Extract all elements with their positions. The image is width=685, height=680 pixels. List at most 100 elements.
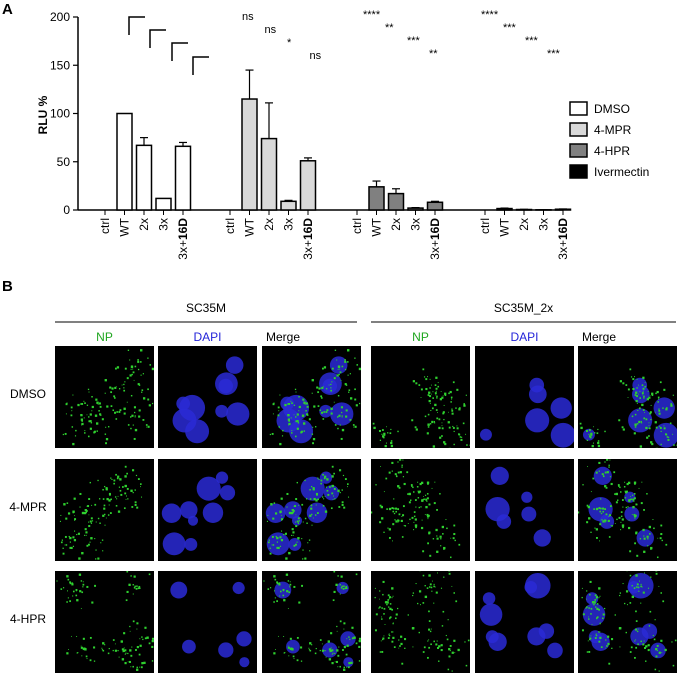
np-signal bbox=[401, 516, 403, 517]
np-signal bbox=[660, 533, 663, 536]
np-signal bbox=[271, 562, 273, 564]
np-signal bbox=[352, 424, 355, 426]
np-signal bbox=[76, 599, 79, 602]
np-signal bbox=[624, 602, 626, 605]
np-signal bbox=[636, 554, 639, 557]
np-signal bbox=[454, 539, 456, 542]
np-signal bbox=[93, 431, 96, 434]
np-signal bbox=[395, 510, 398, 513]
np-signal bbox=[91, 410, 93, 412]
np-signal bbox=[104, 379, 107, 382]
np-signal bbox=[424, 514, 426, 516]
np-signal bbox=[312, 437, 316, 441]
np-signal bbox=[595, 596, 599, 599]
np-signal bbox=[624, 497, 627, 499]
np-signal bbox=[129, 649, 132, 652]
np-signal bbox=[635, 503, 638, 506]
np-signal bbox=[362, 673, 364, 675]
np-signal bbox=[331, 653, 333, 655]
np-signal bbox=[95, 521, 97, 523]
x-tick-label: ctrl bbox=[223, 218, 237, 234]
np-signal bbox=[380, 640, 382, 642]
np-signal bbox=[70, 546, 73, 550]
nucleus bbox=[653, 397, 675, 419]
np-signal bbox=[279, 595, 281, 597]
np-signal bbox=[292, 511, 294, 514]
np-signal bbox=[644, 382, 646, 384]
np-signal bbox=[397, 508, 400, 511]
np-signal bbox=[408, 501, 411, 504]
np-signal bbox=[665, 407, 668, 409]
np-signal bbox=[82, 637, 85, 640]
np-signal bbox=[434, 392, 437, 395]
nucleus bbox=[218, 642, 234, 658]
np-signal bbox=[308, 418, 311, 421]
np-signal bbox=[437, 382, 439, 384]
np-signal bbox=[413, 515, 416, 518]
np-signal bbox=[74, 435, 77, 437]
np-signal bbox=[124, 475, 127, 478]
np-signal bbox=[323, 366, 327, 369]
np-signal bbox=[634, 518, 636, 520]
np-signal bbox=[582, 484, 584, 486]
np-signal bbox=[389, 617, 391, 620]
np-signal bbox=[123, 632, 126, 635]
np-signal bbox=[70, 414, 73, 417]
nucleus bbox=[330, 402, 354, 426]
np-signal bbox=[110, 498, 112, 501]
nucleus bbox=[550, 422, 574, 448]
legend-label: 4-HPR bbox=[594, 144, 630, 158]
np-signal bbox=[629, 550, 632, 553]
np-signal bbox=[296, 659, 299, 662]
np-signal bbox=[614, 523, 616, 524]
np-signal bbox=[115, 505, 118, 507]
np-signal bbox=[347, 666, 350, 669]
np-signal bbox=[388, 634, 390, 636]
np-signal bbox=[97, 517, 100, 520]
np-signal bbox=[89, 636, 92, 639]
np-signal bbox=[278, 635, 279, 637]
np-signal bbox=[378, 607, 380, 609]
np-signal bbox=[653, 638, 656, 641]
np-signal bbox=[661, 539, 663, 542]
np-signal bbox=[70, 406, 73, 409]
np-signal bbox=[155, 673, 157, 675]
np-signal bbox=[330, 387, 332, 389]
np-signal bbox=[660, 430, 662, 433]
np-signal bbox=[599, 636, 602, 639]
np-signal bbox=[424, 494, 427, 496]
np-signal bbox=[100, 456, 101, 457]
np-signal bbox=[287, 608, 289, 610]
np-signal bbox=[120, 493, 123, 496]
np-signal bbox=[445, 634, 447, 637]
np-signal bbox=[305, 410, 307, 412]
np-signal bbox=[117, 510, 121, 513]
np-signal bbox=[430, 628, 432, 630]
np-signal bbox=[433, 420, 436, 423]
np-signal bbox=[147, 398, 150, 401]
np-signal bbox=[428, 628, 431, 631]
np-signal bbox=[81, 424, 83, 426]
np-signal bbox=[294, 505, 297, 508]
np-signal bbox=[420, 506, 422, 508]
row-label: 4-MPR bbox=[9, 500, 47, 514]
np-signal bbox=[455, 407, 457, 409]
np-signal bbox=[632, 387, 635, 391]
np-signal bbox=[606, 645, 608, 647]
np-signal bbox=[384, 601, 387, 604]
np-signal bbox=[77, 652, 79, 654]
np-signal bbox=[114, 397, 116, 399]
np-signal bbox=[598, 608, 600, 611]
np-signal bbox=[292, 534, 294, 536]
channel-label: DAPI bbox=[510, 330, 538, 344]
np-signal bbox=[443, 576, 445, 578]
np-signal bbox=[140, 496, 143, 498]
np-signal bbox=[451, 568, 453, 570]
np-signal bbox=[105, 488, 108, 491]
np-signal bbox=[334, 661, 336, 663]
np-signal bbox=[437, 647, 440, 650]
np-signal bbox=[67, 590, 69, 592]
np-signal bbox=[671, 641, 673, 643]
np-signal bbox=[610, 482, 613, 486]
